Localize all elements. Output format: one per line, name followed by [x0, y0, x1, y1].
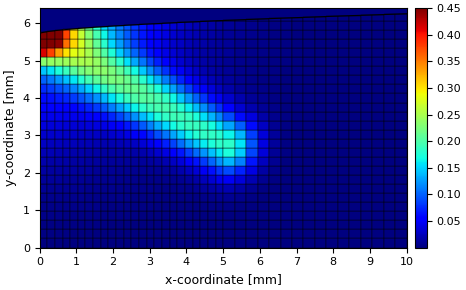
Y-axis label: y-coordinate [mm]: y-coordinate [mm] [4, 70, 17, 186]
X-axis label: x-coordinate [mm]: x-coordinate [mm] [164, 273, 281, 286]
